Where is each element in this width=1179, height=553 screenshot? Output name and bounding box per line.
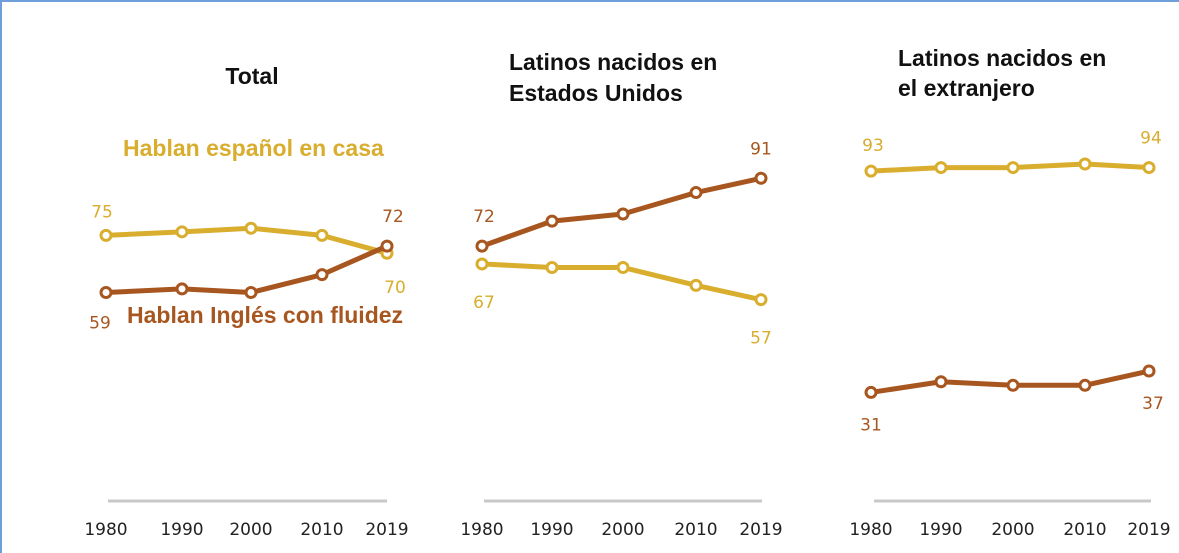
- series-line: [103, 243, 390, 295]
- data-point: [315, 268, 329, 282]
- data-label: 67: [473, 293, 495, 313]
- data-point: [244, 221, 258, 235]
- data-point: [315, 228, 329, 242]
- data-point: [99, 228, 113, 242]
- data-point: [1142, 161, 1156, 175]
- x-tick-label: 1980: [84, 520, 127, 540]
- x-tick-label: 2010: [300, 520, 343, 540]
- series-label-english: Hablan Inglés con fluidez: [127, 302, 403, 328]
- data-point: [754, 293, 768, 307]
- x-tick-label: 2010: [674, 520, 717, 540]
- data-label: 93: [862, 136, 884, 156]
- data-point: [545, 214, 559, 228]
- x-tick-label: 1990: [160, 520, 203, 540]
- data-label: 91: [750, 139, 772, 159]
- panel-title-us-born: Latinos nacidos en Estados Unidos: [509, 49, 724, 106]
- x-tick-label: 2000: [229, 520, 272, 540]
- data-label: 57: [750, 329, 772, 349]
- data-point: [175, 225, 189, 239]
- data-label: 31: [860, 415, 882, 435]
- data-point: [934, 375, 948, 389]
- data-label: 37: [1142, 394, 1164, 414]
- data-point: [754, 171, 768, 185]
- data-point: [1006, 378, 1020, 392]
- data-point: [864, 385, 878, 399]
- data-point: [689, 186, 703, 200]
- x-tick-label: 1990: [530, 520, 573, 540]
- data-point: [99, 285, 113, 299]
- data-point: [1078, 378, 1092, 392]
- x-tick-label: 1990: [919, 520, 962, 540]
- data-point: [244, 285, 258, 299]
- data-point: [934, 161, 948, 175]
- data-label: 94: [1140, 129, 1162, 149]
- data-point: [175, 282, 189, 296]
- chart-panels: 1980 1990 2000 2010 2019 75 70 59 72 1980 1990 2000…: [84, 129, 1170, 540]
- x-tick-label: 2019: [1127, 520, 1170, 540]
- data-point: [475, 239, 489, 253]
- data-label: 59: [89, 313, 111, 333]
- panel-title-foreign-born: Latinos nacidos en el extranjero: [898, 45, 1113, 101]
- data-point: [689, 278, 703, 292]
- data-point: [616, 207, 630, 221]
- data-point: [545, 261, 559, 275]
- x-tick-label: 2000: [601, 520, 644, 540]
- data-point: [380, 239, 394, 253]
- data-point: [616, 261, 630, 275]
- x-tick-label: 2019: [739, 520, 782, 540]
- x-tick-label: 1980: [460, 520, 503, 540]
- data-point: [864, 164, 878, 178]
- data-label: 72: [473, 207, 495, 227]
- data-point: [1142, 364, 1156, 378]
- x-tick-label: 2010: [1063, 520, 1106, 540]
- series-label-spanish: Hablan español en casa: [123, 135, 384, 161]
- data-label: 72: [382, 207, 404, 227]
- data-point: [1006, 161, 1020, 175]
- x-tick-label: 2019: [365, 520, 408, 540]
- data-label: 75: [91, 202, 113, 222]
- panel-title-total: Total: [225, 63, 278, 89]
- x-tick-label: 2000: [991, 520, 1034, 540]
- x-tick-label: 1980: [849, 520, 892, 540]
- data-label: 70: [384, 278, 406, 298]
- data-point: [1078, 157, 1092, 171]
- data-point: [475, 257, 489, 271]
